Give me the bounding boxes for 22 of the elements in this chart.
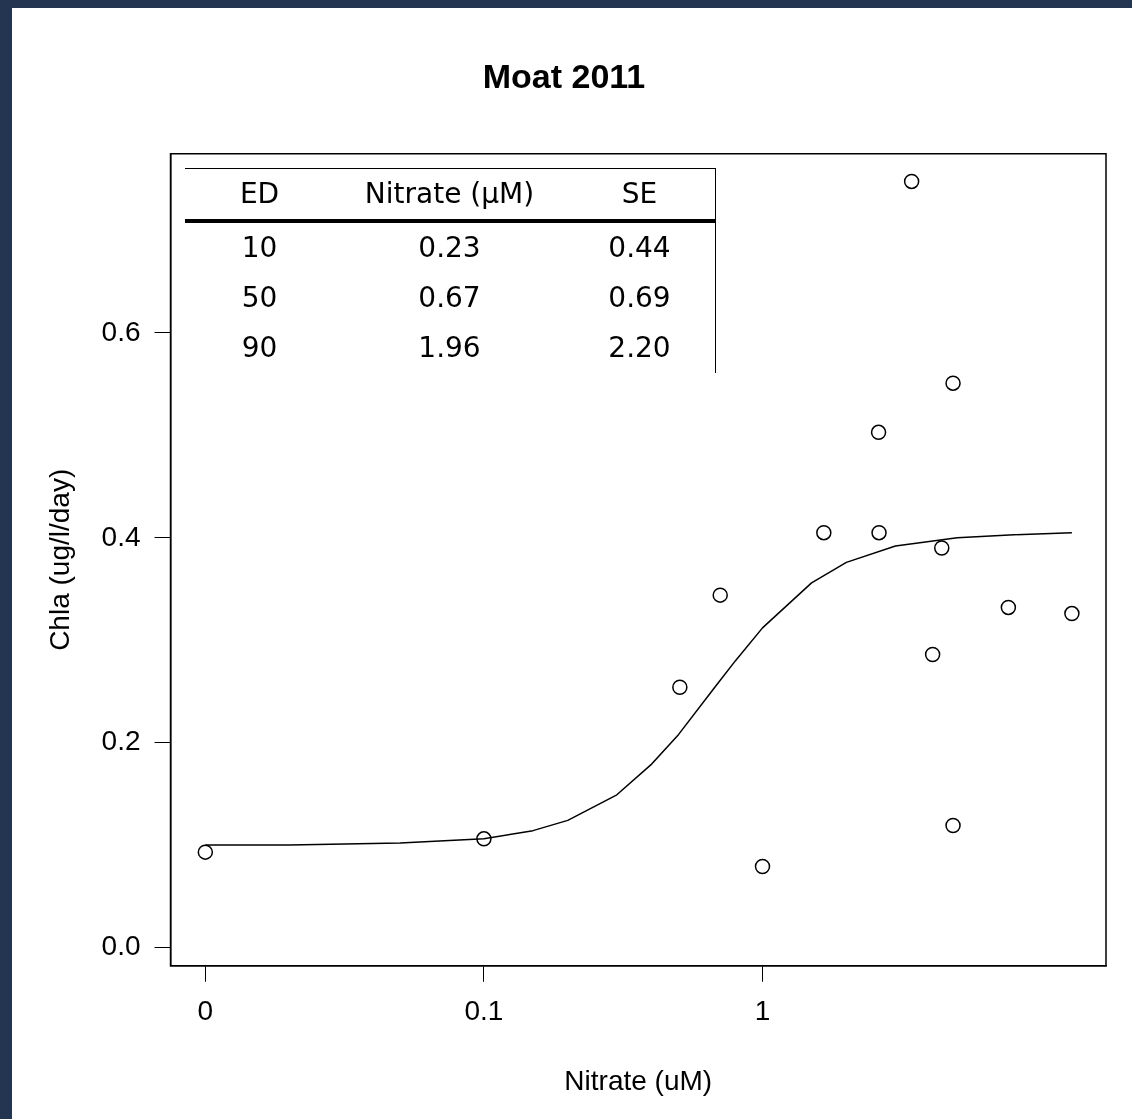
annotation: ED — [184, 168, 335, 221]
annotation: 0.44 — [607, 230, 672, 267]
annotation: 90 — [240, 330, 279, 367]
chart-title: Moat 2011 — [482, 56, 646, 95]
annotation: 0.67 — [417, 280, 482, 317]
annotation: 0.69 — [607, 280, 672, 317]
annotation: SE — [564, 168, 715, 221]
y-tick-label: 0.4 — [101, 520, 141, 552]
y-tick-label: 0.2 — [101, 725, 141, 757]
annotation: 1.96 — [417, 330, 482, 367]
y-tick-label: 0.6 — [101, 315, 141, 347]
annotation: 2.20 — [607, 330, 672, 367]
annotation: 0.23 — [417, 230, 482, 267]
annotation: 50 — [240, 280, 279, 317]
y-axis-title: Chla (ug/l/day) — [43, 468, 75, 651]
x-tick-label: 1 — [754, 995, 771, 1027]
annotation: 10 — [240, 230, 279, 267]
y-tick-label: 0.0 — [101, 930, 141, 962]
x-tick-label: 0 — [197, 995, 214, 1027]
x-axis-title: Nitrate (uM) — [564, 1064, 713, 1096]
x-tick-label: 0.1 — [464, 995, 504, 1027]
annotation: Nitrate (µM) — [334, 168, 565, 221]
